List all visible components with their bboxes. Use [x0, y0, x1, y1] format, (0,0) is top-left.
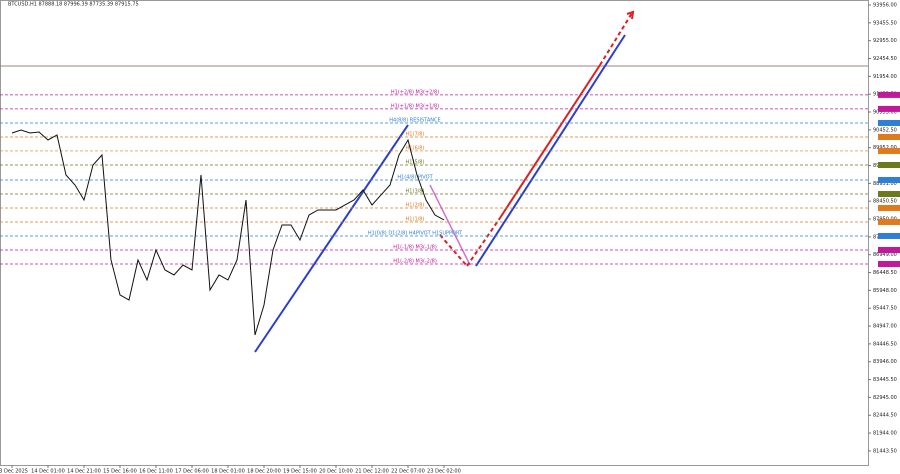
- forecast-arrow: [499, 64, 601, 219]
- level-label: H1(+2/8) M3(+2/8): [391, 89, 439, 95]
- price-tag: [878, 119, 900, 126]
- price-tag: [878, 147, 900, 154]
- y-tick-label: 90953.00: [873, 110, 897, 116]
- y-tick-label: 93455.50: [873, 20, 897, 26]
- price-tag: [878, 91, 900, 98]
- price-tag: [878, 246, 900, 253]
- x-tick-label: 16 Dec 11:00: [139, 469, 173, 474]
- level-label: H1(5/8): [406, 160, 425, 166]
- level-label: H1(-1/8) M3(-1/8): [393, 244, 437, 250]
- plot-frame: [0, 0, 869, 466]
- x-tick-label: 14 Dec 01:00: [31, 469, 65, 474]
- y-tick-label: 86448.50: [873, 270, 897, 276]
- y-tick-label: 92955.00: [873, 38, 897, 44]
- y-tick-label: 81443.50: [873, 448, 897, 454]
- y-tick-label: 83445.50: [873, 377, 897, 383]
- y-tick-label: 86949.00: [873, 252, 897, 258]
- x-tick-label: 15 Dec 16:00: [103, 469, 137, 474]
- level-label: H1(2/8): [406, 202, 425, 208]
- y-tick-label: 84446.50: [873, 341, 897, 347]
- y-tick-label: 85447.50: [873, 306, 897, 312]
- y-tick-label: 88450.50: [873, 199, 897, 205]
- forecast-arrow: [466, 217, 501, 267]
- y-tick-label: 88951.00: [873, 181, 897, 187]
- x-tick-label: 20 Dec 10:00: [319, 469, 353, 474]
- chart-title: BTCUSD,H1 87888.18 87996.39 87735.39 879…: [8, 2, 139, 8]
- x-tick-label: 13 Dec 2025: [0, 469, 28, 474]
- y-tick-label: 82945.00: [873, 395, 897, 401]
- y-tick-label: 93956.00: [873, 2, 897, 8]
- trend-line: [254, 124, 409, 353]
- level-label: H1(1/8): [406, 216, 425, 222]
- y-tick-label: 85948.00: [873, 288, 897, 294]
- y-tick-label: 82444.50: [873, 413, 897, 419]
- x-tick-label: 18 Dec 01:00: [211, 469, 245, 474]
- x-tick-label: 19 Dec 15:00: [283, 469, 317, 474]
- price-tag: [878, 133, 900, 140]
- trend-drawings: [254, 10, 635, 353]
- y-tick-label: 84947.00: [873, 324, 897, 330]
- price-tag: [878, 232, 900, 239]
- x-tick-label: 17 Dec 06:00: [175, 469, 209, 474]
- level-label: H1(6/8): [406, 145, 425, 151]
- y-tick-label: 91954.00: [873, 74, 897, 80]
- price-tag: [878, 218, 900, 225]
- y-tick-label: 90452.50: [873, 127, 897, 133]
- x-tick-label: 21 Dec 12:00: [355, 469, 389, 474]
- price-tag: [878, 105, 900, 112]
- x-tick-label: 23 Dec 02:00: [427, 469, 461, 474]
- x-tick-label: 14 Dec 21:00: [67, 469, 101, 474]
- arrow-head: [626, 10, 635, 20]
- level-label: H1(+1/8) M3(+1/8): [391, 103, 439, 109]
- level-label: H1(3/8): [406, 189, 425, 195]
- forecast-arrow: [599, 12, 633, 66]
- price-tag: [878, 204, 900, 211]
- level-label: H1(7/8): [406, 131, 425, 137]
- y-tick-label: 83946.00: [873, 359, 897, 365]
- level-label: H1(0/8) D1(2/8) H4PIVOT H1SUPPORT: [368, 230, 463, 236]
- x-tick-label: 22 Dec 07:00: [391, 469, 425, 474]
- price-tag: [878, 177, 900, 184]
- level-label: H1(4/8) PIVOT: [397, 175, 433, 181]
- level-label: H1(-2/8) M3(-2/8): [393, 259, 437, 265]
- price-tag: [878, 162, 900, 169]
- level-label: H4(8/8) RESISTANCE: [389, 117, 440, 123]
- x-tick-label: 18 Dec 20:00: [247, 469, 281, 474]
- y-tick-label: 92454.50: [873, 56, 897, 62]
- trend-line: [429, 184, 471, 266]
- y-tick-label: 81944.00: [873, 431, 897, 437]
- price-tag: [878, 191, 900, 198]
- price-line: [11, 129, 445, 336]
- price-tag: [878, 261, 900, 268]
- trend-line: [475, 34, 626, 267]
